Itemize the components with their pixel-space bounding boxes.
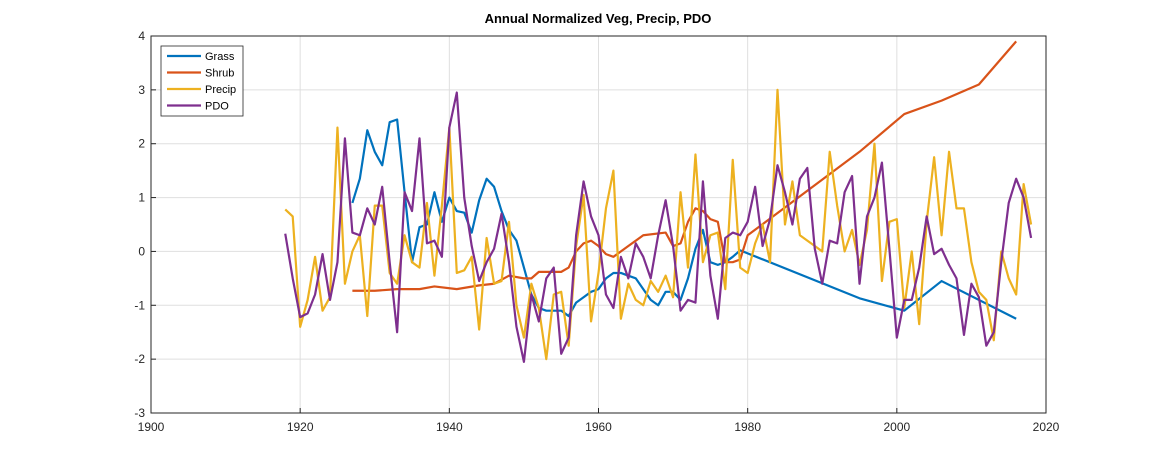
y-tick-label: -2: [134, 352, 145, 366]
y-tick-label: -1: [134, 298, 145, 312]
x-tick-label: 1900: [138, 420, 165, 434]
x-tick-label: 1920: [287, 420, 314, 434]
legend-box: [160, 45, 244, 117]
x-tick-label: 1980: [734, 420, 761, 434]
y-tick-label: 3: [138, 83, 145, 97]
axes-box: [150, 35, 1047, 414]
chart-title: Annual Normalized Veg, Precip, PDO: [485, 11, 712, 26]
y-tick-label: 1: [138, 191, 145, 205]
y-tick-label: 2: [138, 137, 145, 151]
y-tick-label: -3: [134, 406, 145, 420]
legend-label: PDO: [205, 101, 229, 113]
series-line: [284, 91, 1033, 363]
legend-label: Grass: [205, 51, 235, 63]
legend-label: Shrub: [205, 68, 234, 80]
y-tick-label: 4: [138, 29, 145, 43]
x-tick-label: 1940: [436, 420, 463, 434]
x-tick-label: 2020: [1033, 420, 1060, 434]
x-tick-label: 1960: [585, 420, 612, 434]
series-line: [352, 40, 1018, 292]
x-tick-label: 2000: [883, 420, 910, 434]
series-line: [284, 88, 1033, 361]
legend-label: Precip: [205, 84, 236, 96]
y-tick-label: 0: [138, 244, 145, 258]
